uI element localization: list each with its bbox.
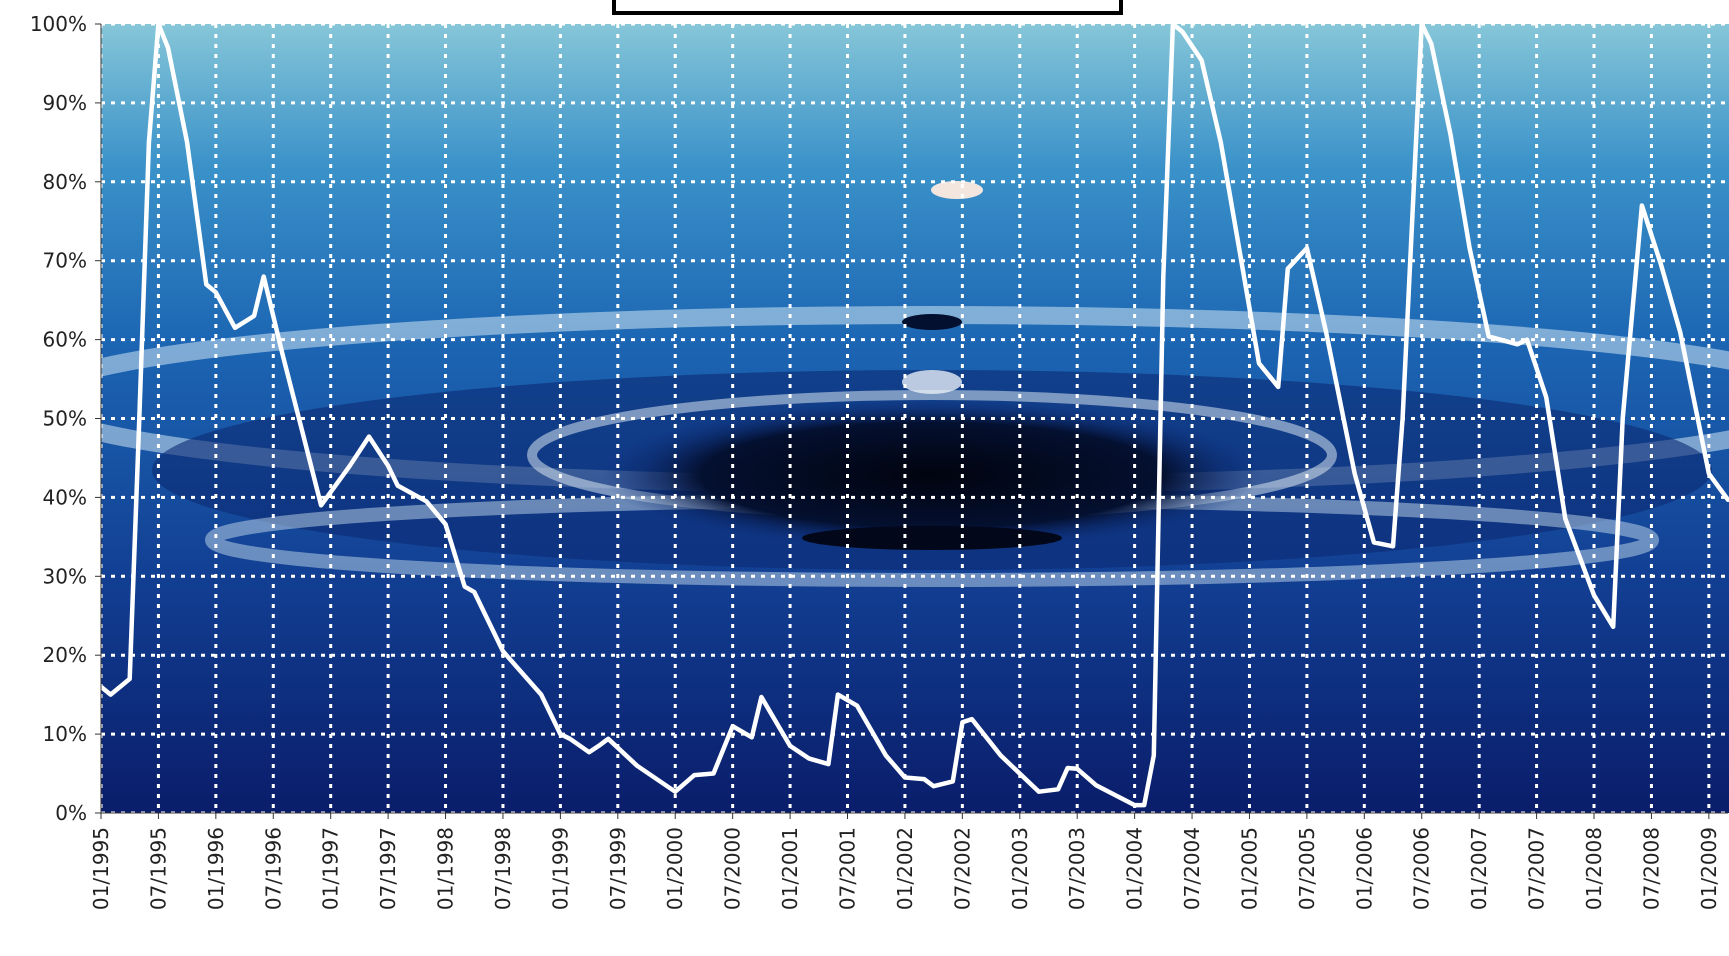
x-tick-label: 01/2008 xyxy=(1582,827,1606,910)
x-tick-label: 07/2002 xyxy=(950,827,974,910)
x-tick-label: 01/1995 xyxy=(89,827,113,910)
y-tick-label: 30% xyxy=(43,564,87,588)
title-box xyxy=(614,0,1121,13)
y-tick-label: 90% xyxy=(43,91,87,115)
x-tick-label: 01/1997 xyxy=(319,827,343,910)
x-tick-label: 01/1996 xyxy=(204,827,228,910)
y-tick-label: 70% xyxy=(43,249,87,273)
y-tick-label: 100% xyxy=(30,12,87,36)
x-tick-label: 01/1998 xyxy=(434,827,458,910)
y-tick-label: 50% xyxy=(43,407,87,431)
x-tick-label: 01/2001 xyxy=(778,827,802,910)
x-tick-label: 01/2002 xyxy=(893,827,917,910)
y-tick-label: 60% xyxy=(43,328,87,352)
x-tick-label: 01/2000 xyxy=(663,827,687,910)
y-tick-label: 40% xyxy=(43,485,87,509)
x-tick-label: 01/2006 xyxy=(1352,827,1376,910)
x-tick-label: 07/2004 xyxy=(1180,827,1204,910)
x-tick-label: 07/2000 xyxy=(721,827,745,910)
y-tick-label: 80% xyxy=(43,170,87,194)
x-tick-label: 07/1995 xyxy=(146,827,170,910)
x-tick-label: 07/2003 xyxy=(1065,827,1089,910)
x-tick-label: 07/1997 xyxy=(376,827,400,910)
chart: 0% 10% 20% 30% 40% 50% 60% 70% 80% 90% 100% 01/1995… xyxy=(0,0,1729,956)
x-tick-label: 01/2005 xyxy=(1237,827,1261,910)
page: 0% 10% 20% 30% 40% 50% 60% 70% 80% 90% 100% 01/1995… xyxy=(0,0,1729,956)
x-tick-label: 07/1996 xyxy=(261,827,285,910)
y-tick-label: 0% xyxy=(55,801,87,825)
x-tick-label: 01/2007 xyxy=(1467,827,1491,910)
x-tick-label: 07/2008 xyxy=(1639,827,1663,910)
x-tick-label: 01/2009 xyxy=(1697,827,1721,910)
x-tick-label: 01/2003 xyxy=(1008,827,1032,910)
x-tick-label: 07/2001 xyxy=(836,827,860,910)
y-tick-label: 20% xyxy=(43,643,87,667)
x-tick-label: 07/1999 xyxy=(606,827,630,910)
x-tick-label: 01/1999 xyxy=(548,827,572,910)
x-tick-label: 07/1998 xyxy=(491,827,515,910)
y-tick-label: 10% xyxy=(43,722,87,746)
x-tick-label: 07/2007 xyxy=(1525,827,1549,910)
x-tick-label: 01/2004 xyxy=(1123,827,1147,910)
x-tick-label: 07/2006 xyxy=(1410,827,1434,910)
x-tick-label: 07/2005 xyxy=(1295,827,1319,910)
